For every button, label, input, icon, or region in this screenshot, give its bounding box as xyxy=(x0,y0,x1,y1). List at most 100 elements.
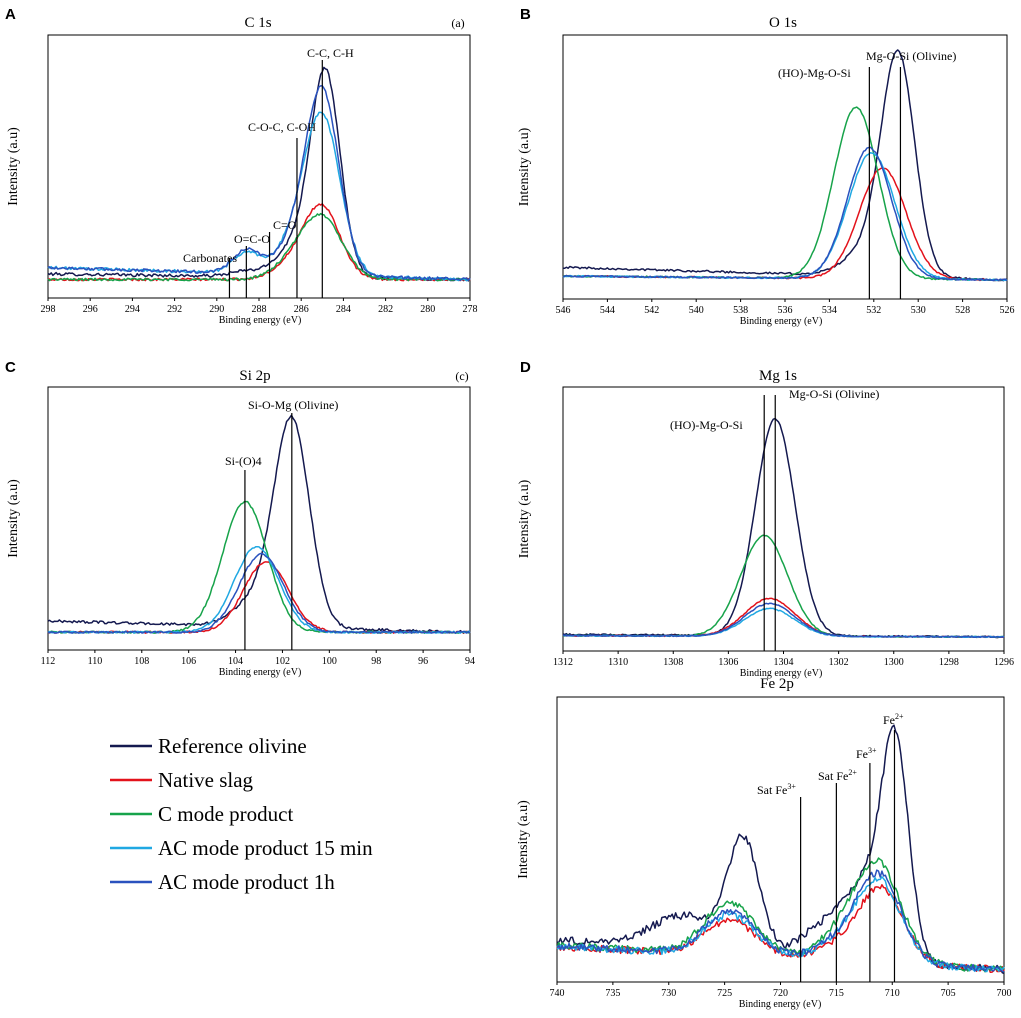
annotation-label: Sat Fe2+ xyxy=(818,768,857,783)
x-axis-label: Binding energy (eV) xyxy=(740,316,823,327)
x-tick-label: 284 xyxy=(336,304,351,315)
legend-item-reference-olivine: Reference olivine xyxy=(110,734,307,758)
annotation-label: (HO)-Mg-O-Si xyxy=(670,418,743,432)
series-line-ac-mode-product-1h xyxy=(47,85,471,282)
x-tick-label: 532 xyxy=(866,305,881,316)
series-line-c-mode-product xyxy=(562,534,1005,639)
x-tick-label: 292 xyxy=(167,304,182,315)
x-axis-label: Binding energy (eV) xyxy=(219,667,302,678)
x-tick-label: 282 xyxy=(378,304,393,315)
plot-frame xyxy=(47,386,471,651)
x-tick-label: 288 xyxy=(252,304,267,315)
panel-e: Fe 2p 740 735 730 725 720 715 710 705 700 Binding … xyxy=(516,676,1012,1010)
series-line-reference-olivine xyxy=(556,724,1005,975)
x-tick-label: 294 xyxy=(125,304,140,315)
x-tick-label: 1296 xyxy=(994,657,1014,668)
panel-letter-d: D xyxy=(520,359,531,376)
x-tick-label: 1306 xyxy=(718,657,738,668)
x-tick-label: 534 xyxy=(822,305,837,316)
x-tick-label: 735 xyxy=(605,988,620,999)
annotation-label: Sat Fe3+ xyxy=(757,782,796,797)
x-tick-label: 108 xyxy=(134,656,149,667)
panel-a: C 1s (a) 298 296 294 292 290 288 286 284 282 280 278… xyxy=(6,15,478,326)
x-tick-label: 544 xyxy=(600,305,615,316)
x-tick-label: 530 xyxy=(911,305,926,316)
panel-title: Fe 2p xyxy=(760,676,794,692)
legend-label: C mode product xyxy=(158,802,293,826)
x-tick-label: 104 xyxy=(228,656,243,667)
x-tick-label: 96 xyxy=(418,656,428,667)
x-tick-label: 1312 xyxy=(553,657,573,668)
legend-item-ac-mode-product-15-min: AC mode product 15 min xyxy=(110,836,373,860)
y-axis-label: Intensity (a.u) xyxy=(6,127,21,206)
panel-letter-c: C xyxy=(5,359,16,376)
series-line-reference-olivine xyxy=(562,49,1008,282)
x-tick-label: 290 xyxy=(209,304,224,315)
y-axis-label: Intensity (a.u) xyxy=(517,479,532,558)
panel-title: Mg 1s xyxy=(759,368,797,384)
legend-label: Native slag xyxy=(158,768,254,792)
x-tick-label: 730 xyxy=(661,988,676,999)
x-tick-label: 100 xyxy=(322,656,337,667)
x-tick-label: 102 xyxy=(275,656,290,667)
x-tick-label: 280 xyxy=(420,304,435,315)
x-tick-label: 542 xyxy=(644,305,659,316)
x-tick-label: 540 xyxy=(689,305,704,316)
subpanel-label: (c) xyxy=(455,369,468,383)
series-line-native-slag xyxy=(562,167,1008,282)
annotation-label: Si-O-Mg (Olivine) xyxy=(248,398,338,412)
subpanel-label: (a) xyxy=(451,16,464,30)
x-tick-label: 1310 xyxy=(608,657,628,668)
series-line-ac-mode-product-1h xyxy=(562,146,1008,282)
panel-c: Si 2p (c) 112 110 108 106 104 102 100 98 96 94 Bindi… xyxy=(6,368,475,678)
plot-area: C 1s (a) 298 296 294 292 290 288 286 284 282 280 278… xyxy=(6,15,1015,1010)
annotation-label: Fe2+ xyxy=(883,712,904,727)
series-line-reference-olivine xyxy=(47,66,471,282)
x-tick-label: 536 xyxy=(778,305,793,316)
legend: Reference olivine Native slag C mode produ… xyxy=(110,734,373,894)
x-tick-label: 98 xyxy=(371,656,381,667)
x-tick-label: 94 xyxy=(465,656,475,667)
x-tick-label: 700 xyxy=(997,988,1012,999)
annotation-label: C=O xyxy=(273,218,297,232)
annotation-label: Carbonates xyxy=(183,251,237,265)
series-line-ac-mode-product-1h xyxy=(47,552,471,634)
annotation-label: (HO)-Mg-O-Si xyxy=(778,66,851,80)
series-line-ac-mode-product-15-min xyxy=(47,545,471,634)
x-tick-label: 740 xyxy=(550,988,565,999)
annotation-label: Si-(O)4 xyxy=(225,454,262,468)
panel-title: C 1s xyxy=(244,15,271,31)
panel-letter-a: A xyxy=(5,6,16,23)
x-tick-label: 1300 xyxy=(884,657,904,668)
panel-d: Mg 1s 1312 1310 1308 1306 1304 1302 1300 1298 129… xyxy=(517,368,1014,679)
x-tick-label: 106 xyxy=(181,656,196,667)
x-tick-label: 278 xyxy=(463,304,478,315)
series-line-c-mode-product xyxy=(556,857,1005,973)
series-line-ac-mode-product-15-min xyxy=(47,111,471,282)
x-tick-label: 526 xyxy=(1000,305,1015,316)
annotation-label: C-O-C, C-OH xyxy=(248,120,316,134)
y-axis-label: Intensity (a.u) xyxy=(6,479,21,558)
series-line-ac-mode-product-15-min xyxy=(556,876,1005,973)
x-tick-label: 286 xyxy=(294,304,309,315)
x-tick-label: 720 xyxy=(773,988,788,999)
series-line-ac-mode-product-15-min xyxy=(562,152,1008,282)
x-tick-label: 1298 xyxy=(939,657,959,668)
x-axis-label: Binding energy (eV) xyxy=(740,668,823,679)
x-axis-label: Binding energy (eV) xyxy=(219,315,302,326)
annotation-label: O=C-O xyxy=(234,232,270,246)
annotation-label: Fe3+ xyxy=(856,746,877,761)
panel-b: O 1s 546 544 542 540 538 536 534 532 530 528 526 Bin… xyxy=(517,15,1015,327)
panel-letter-b: B xyxy=(520,6,531,23)
x-tick-label: 715 xyxy=(829,988,844,999)
series-line-native-slag xyxy=(562,597,1005,639)
x-tick-label: 110 xyxy=(88,656,103,667)
panel-title: Si 2p xyxy=(239,368,270,384)
y-axis-label: Intensity (a.u) xyxy=(517,127,532,206)
x-tick-label: 725 xyxy=(717,988,732,999)
series-line-c-mode-product xyxy=(562,106,1008,282)
x-tick-label: 538 xyxy=(733,305,748,316)
x-tick-label: 546 xyxy=(556,305,571,316)
legend-item-c-mode-product: C mode product xyxy=(110,802,293,826)
series-line-ac-mode-product-1h xyxy=(556,869,1005,973)
